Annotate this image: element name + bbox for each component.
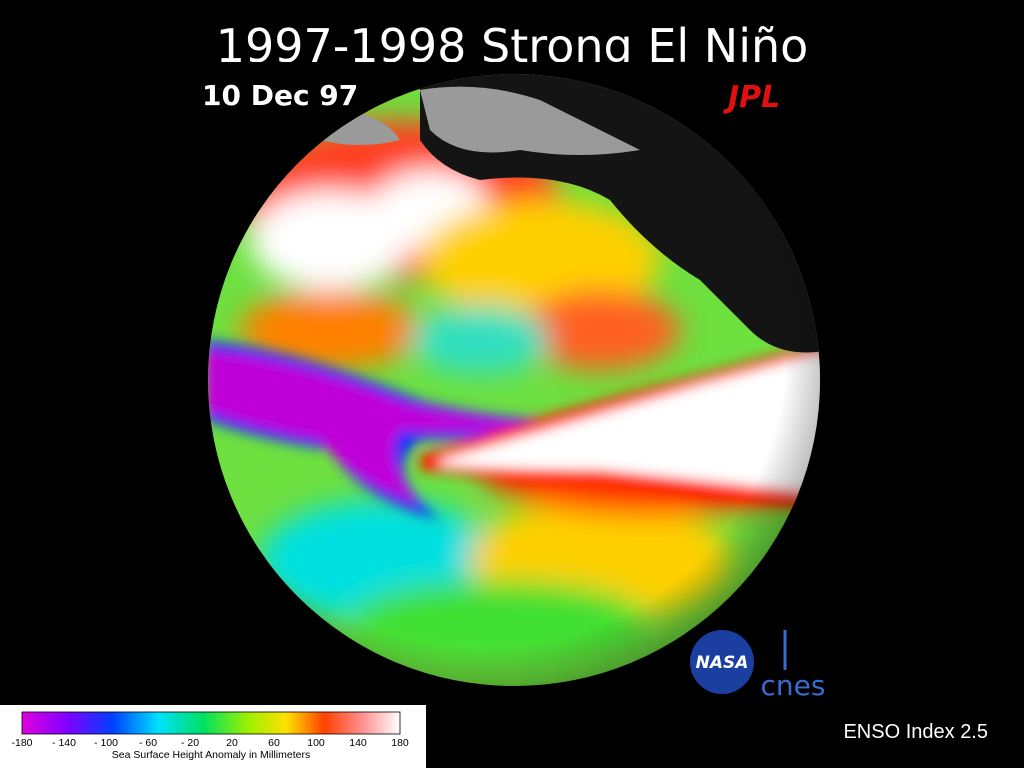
colorbar-tick-label: - 140 <box>52 737 76 749</box>
globe <box>208 74 820 686</box>
colorbar-tick-label: 180 <box>391 737 409 749</box>
colorbar-ticks: -180 - 140 - 100 - 60 - 20 20 60 100 140 180 <box>11 737 408 749</box>
colorbar-caption: Sea Surface Height Anomaly in Millimeter… <box>112 749 310 761</box>
colorbar-tick-label: 100 <box>307 737 325 749</box>
colorbar-tick-label: 140 <box>349 737 367 749</box>
footnote: ENSO Index 2.5 <box>843 721 988 743</box>
colorbar-tick-label: - 100 <box>94 737 118 749</box>
colorbar <box>21 711 401 735</box>
image-date: 10 Dec 97 <box>202 79 358 112</box>
colorbar-tick-label: 60 <box>268 737 280 749</box>
jpl-logo: JPL <box>723 80 780 115</box>
nasa-logo-disc <box>690 630 754 694</box>
colorbar-tick-label: - 60 <box>139 737 157 749</box>
nasa-logo: NASA <box>696 653 749 673</box>
colorbar-tick-label: -180 <box>11 737 32 749</box>
colorbar-tick-label: - 20 <box>181 737 199 749</box>
cnes-logo: cnes <box>761 669 826 702</box>
colorbar-tick-label: 20 <box>226 737 238 749</box>
